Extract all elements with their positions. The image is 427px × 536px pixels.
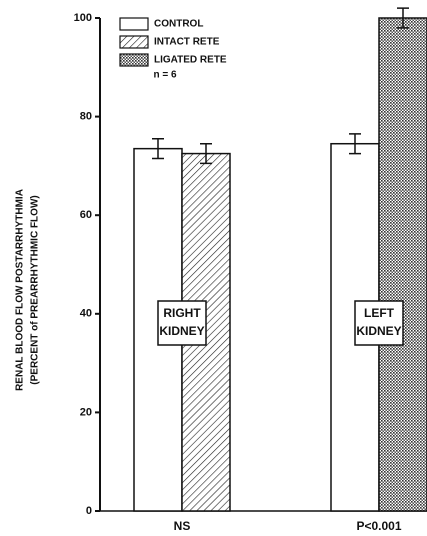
- y-tick-label: 20: [80, 406, 92, 418]
- legend-swatch: [119, 35, 149, 49]
- error-bar: [152, 138, 164, 160]
- error-bar: [349, 133, 361, 155]
- y-tick-label: 60: [80, 209, 92, 221]
- legend-label: CONTROL: [154, 19, 203, 30]
- x-tick-label: NS: [174, 519, 191, 533]
- error-bar: [200, 142, 212, 165]
- y-tick-label: 100: [74, 12, 92, 24]
- annotation: n = 6: [153, 70, 177, 81]
- legend-label: INTACT RETE: [154, 37, 220, 48]
- y-tick-label: 40: [80, 308, 92, 320]
- error-bar: [397, 7, 409, 29]
- y-tick-label: 80: [80, 111, 92, 123]
- group-label: RIGHT: [163, 306, 201, 320]
- y-axis-label: (PERCENT of PREARRHYTHMIC FLOW): [30, 195, 41, 384]
- legend-swatch: [119, 53, 149, 67]
- legend-swatch: [119, 17, 149, 31]
- group-label-box: [157, 300, 207, 346]
- group-label: KIDNEY: [356, 324, 401, 338]
- y-tick-label: 0: [86, 505, 92, 517]
- legend-label: LIGATED RETE: [154, 55, 227, 66]
- group-label: KIDNEY: [159, 324, 204, 338]
- group-label-box: [354, 300, 404, 346]
- y-axis-label: RENAL BLOOD FLOW POSTARRHYTHMIA: [15, 189, 26, 391]
- group-label: LEFT: [364, 306, 395, 320]
- bar: [378, 17, 427, 512]
- x-tick-label: P<0.001: [356, 519, 401, 533]
